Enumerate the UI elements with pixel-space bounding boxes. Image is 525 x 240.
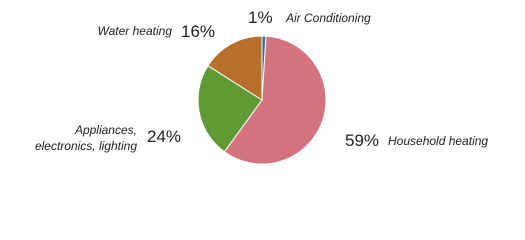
pie-slice bbox=[207, 35, 263, 101]
pie-slice bbox=[223, 35, 327, 165]
category-label: Air Conditioning bbox=[286, 11, 371, 25]
category-label: Appliances, electronics, lighting bbox=[34, 123, 137, 153]
value-label: 59% bbox=[345, 131, 380, 150]
chart: 1% Air Conditioning 59% Household heating 24… bbox=[34, 8, 489, 165]
category-label: Household heating bbox=[388, 134, 489, 148]
category-label: Water heating bbox=[97, 24, 173, 38]
pie-slice bbox=[197, 65, 263, 153]
value-label: 16% bbox=[181, 22, 216, 41]
value-label: 24% bbox=[147, 127, 182, 146]
value-label: 1% bbox=[248, 8, 273, 27]
pie-canvas bbox=[197, 35, 327, 165]
